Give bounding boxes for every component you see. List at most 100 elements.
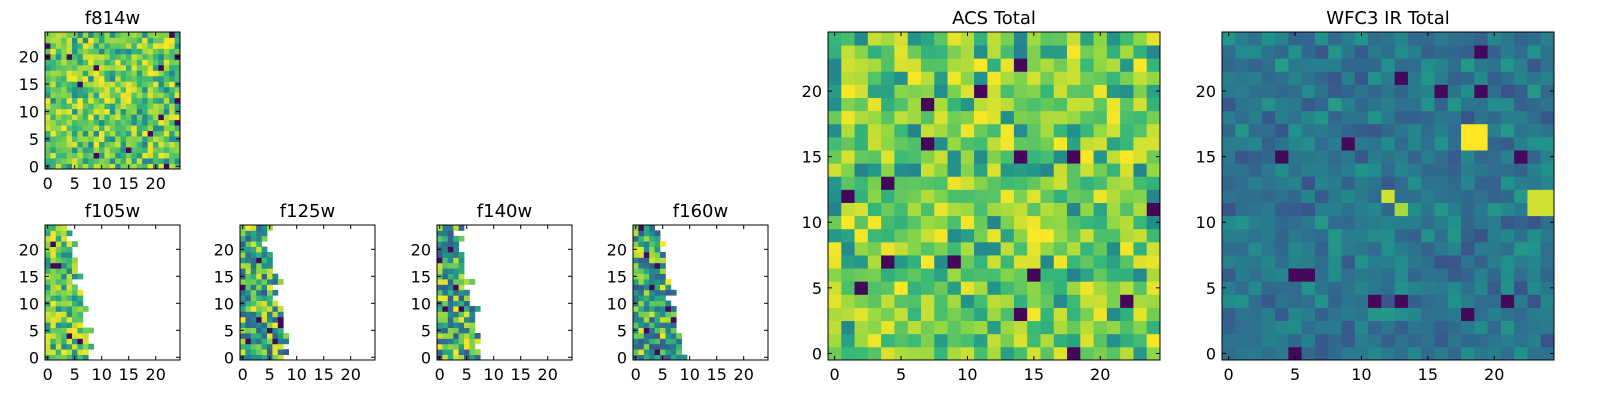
heatmap-cell [894,228,909,243]
heatmap-cell [1040,84,1055,98]
heatmap-cell [458,349,465,355]
heatmap-cell [469,316,476,323]
heatmap-cell [272,289,279,296]
heatmap-cell [261,252,268,258]
heatmap-cell [974,110,988,125]
heatmap-cell [854,281,869,295]
heatmap-cell [649,246,655,253]
heatmap-cell [960,136,975,151]
heatmap-cell [240,333,246,339]
chart-title: f140w [477,201,532,222]
heatmap-cell [115,97,121,104]
heatmap-cell [1040,150,1055,164]
heatmap-cell [1222,255,1236,269]
heatmap-cell [654,262,661,269]
heatmap-cell [469,327,476,334]
heatmap-cell [1487,136,1502,151]
heatmap-cell [1106,176,1121,190]
heatmap-cell [442,316,449,323]
heatmap-cell [1421,268,1435,282]
heatmap-cell [109,163,116,170]
y-tick-label: 20 [19,48,39,67]
heatmap-cell [974,241,988,256]
heatmap-cell [907,281,922,295]
heatmap-cell [66,349,73,355]
heatmap-cell [828,320,842,335]
heatmap-cell [1474,268,1488,282]
heatmap-cell [1394,84,1409,98]
heatmap-cell [1474,71,1488,85]
heatmap-cell [474,338,481,345]
heatmap-cell [142,152,148,159]
heatmap-cell [437,235,443,242]
heatmap-cell [974,333,988,348]
heatmap-cell [1275,294,1289,308]
heatmap-cell [93,114,100,121]
heatmap-cell [104,75,111,82]
heatmap-cell [665,343,672,350]
heatmap-cell [82,81,89,88]
heatmap-cell [665,322,672,328]
heatmap-cell [442,273,449,280]
heatmap-cell [88,81,94,88]
heatmap-cell [1133,320,1148,335]
heatmap-cell [676,349,682,355]
heatmap-cell [82,64,89,71]
heatmap-cell [1540,333,1555,348]
heatmap-cell [50,97,57,104]
heatmap-cell [947,228,962,243]
heatmap-cell [153,59,159,66]
heatmap-cell [1328,346,1342,361]
heatmap-cell [88,70,94,77]
heatmap-cell [250,295,257,301]
heatmap-cell [126,42,132,49]
heatmap-cell [45,252,51,258]
heatmap-cell [1000,71,1015,85]
heatmap-cell [45,141,51,148]
heatmap-cell [1106,228,1121,243]
heatmap-cell [77,103,84,110]
heatmap-cell [131,32,138,38]
heatmap-cell [66,241,73,247]
heatmap-cell [1013,84,1028,98]
heatmap-cell [442,311,449,318]
heatmap-cell [1447,71,1462,85]
heatmap-cell [88,48,94,55]
heatmap-cell [72,295,78,301]
heatmap-cell [50,163,57,170]
heatmap-cell [1540,228,1555,243]
heatmap-cell [1288,136,1303,151]
x-tick-label: 0 [830,365,840,384]
heatmap-cell [169,108,175,115]
heatmap-cell [261,306,268,312]
heatmap-cell [442,225,449,231]
heatmap-cell [1040,176,1055,190]
y-tick-label: 15 [411,267,431,286]
heatmap-cell [1027,110,1041,125]
heatmap-cell [66,257,73,264]
heatmap-cell [1527,189,1542,203]
heatmap-cell [1487,307,1502,322]
heatmap-cell [1447,189,1462,203]
heatmap-cell [458,252,465,258]
heatmap-cell [1301,255,1316,269]
heatmap-cell [1527,123,1542,138]
heatmap-cell [828,110,842,125]
heatmap-cell [841,333,855,348]
heatmap-cell [136,103,143,110]
heatmap-cell [1461,228,1475,243]
heatmap-cell [45,70,51,77]
heatmap-cell [147,53,154,60]
heatmap-cell [947,84,962,98]
heatmap-cell [147,103,154,110]
heatmap-cell [1434,241,1449,256]
heatmap-cell [1341,110,1356,125]
heatmap-cell [1080,84,1094,98]
heatmap-cell [1487,97,1502,112]
heatmap-cell [1540,320,1555,335]
heatmap-cell [1341,346,1356,361]
heatmap-cell [277,327,284,334]
heatmap-cell [458,279,465,285]
heatmap-cell [1328,215,1342,230]
